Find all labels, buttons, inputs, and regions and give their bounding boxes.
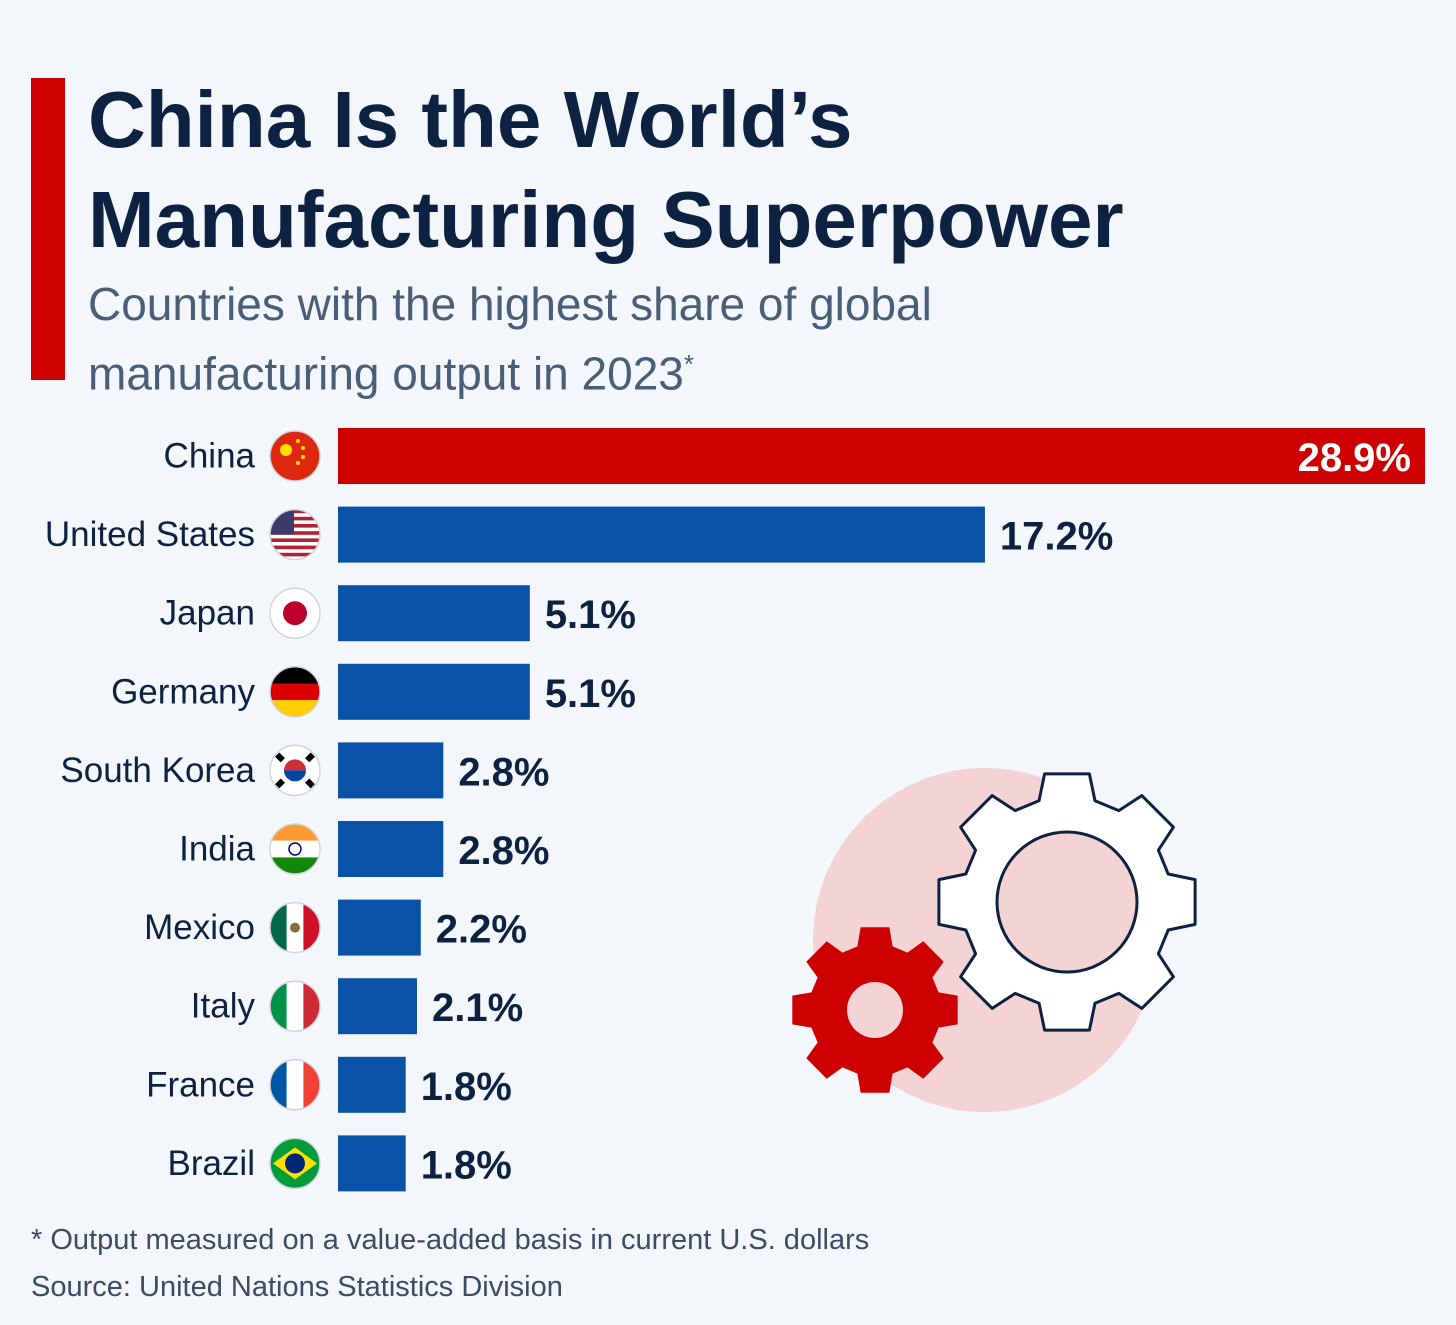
flag-border [269, 901, 321, 954]
value-label: 5.1% [545, 593, 636, 637]
flag [270, 745, 320, 796]
bar [338, 899, 421, 956]
flag-part [270, 431, 320, 481]
chart-title: China Is the World’s Manufacturing Super… [88, 75, 1124, 264]
flag-border [269, 1059, 321, 1111]
flag-part [286, 981, 304, 1032]
flag-part [270, 981, 287, 1032]
source: Source: United Nations Statistics Divisi… [31, 1271, 563, 1303]
flag-part [305, 778, 315, 789]
flag-part [303, 1059, 320, 1110]
flag-part [305, 752, 315, 763]
gear-red-hole [847, 982, 903, 1038]
gear-white-hole [995, 830, 1139, 974]
subtitle-text: Countries with the highest share of glob… [88, 278, 932, 400]
flag-part [284, 759, 306, 771]
flag-part [303, 981, 320, 1032]
category-label: United States [45, 515, 255, 554]
bar [338, 585, 530, 642]
flag-part [285, 1153, 305, 1174]
flag-part [270, 524, 320, 528]
chart-subtitle: Countries with the highest share of glob… [88, 274, 1138, 403]
value-label: 2.8% [458, 829, 549, 873]
flag-border [269, 666, 321, 718]
category-label: France [146, 1065, 255, 1104]
value-label: 28.9% [1298, 436, 1411, 480]
flag-part [270, 666, 320, 684]
category-label: India [179, 830, 255, 869]
bar [338, 821, 444, 877]
category-label: China [164, 437, 256, 476]
flag-part [275, 752, 285, 763]
value-label: 2.8% [458, 750, 549, 794]
value-label: 2.1% [432, 986, 523, 1030]
category-label: Germany [111, 672, 255, 711]
flag-part [270, 545, 320, 550]
flag-part [270, 683, 320, 701]
value-label: 17.2% [1000, 515, 1113, 559]
footnote: * Output measured on a value-added basis… [31, 1224, 870, 1256]
value-label: 1.8% [421, 1065, 512, 1109]
flag-part [270, 552, 320, 557]
flag-part [270, 840, 320, 858]
category-label: Brazil [167, 1144, 255, 1183]
category-label: Mexico [144, 908, 255, 947]
bar [338, 663, 530, 720]
flag-part [270, 902, 287, 953]
flag [270, 431, 320, 481]
flag-part [288, 842, 302, 856]
flag [270, 588, 320, 639]
flag-part [270, 531, 320, 535]
bar [338, 506, 985, 563]
flag-border [269, 823, 321, 875]
accent-bar [31, 78, 65, 380]
flag-part [283, 601, 307, 626]
value-label: 1.8% [421, 1143, 512, 1187]
flag-part [290, 922, 300, 933]
flag-border [269, 587, 321, 639]
bar [338, 1135, 406, 1192]
flag-part [301, 455, 305, 459]
flag-part [270, 1059, 287, 1110]
flag-border [269, 508, 321, 561]
flag-border [269, 430, 321, 482]
subtitle-mark: * [683, 349, 694, 379]
flag-part [296, 439, 300, 443]
value-label: 5.1% [545, 672, 636, 716]
flag-part [270, 857, 320, 874]
flag-part [270, 516, 320, 521]
flag-part [286, 1059, 304, 1110]
flag-part [270, 509, 320, 514]
flag-part [296, 461, 300, 465]
flag-part [301, 446, 305, 450]
flag-border [269, 1137, 321, 1190]
flag-part [303, 902, 320, 953]
flag-part [275, 778, 285, 789]
flag [270, 509, 320, 560]
value-label: 2.2% [436, 908, 527, 952]
gear-illustration [792, 768, 1197, 1112]
category-label: Japan [160, 594, 255, 633]
flag-part [270, 538, 320, 542]
bar [338, 428, 1425, 484]
flag-part [270, 824, 320, 841]
flag-border [269, 744, 321, 797]
flag-part [284, 770, 306, 782]
flag [270, 1138, 320, 1189]
category-label: Italy [191, 987, 256, 1026]
bar [338, 978, 417, 1035]
flag-part [270, 700, 320, 717]
category-label: South Korea [60, 751, 255, 790]
flag-border [269, 980, 321, 1032]
bar [338, 742, 444, 799]
bar [338, 1056, 406, 1113]
flag-part [280, 444, 292, 456]
